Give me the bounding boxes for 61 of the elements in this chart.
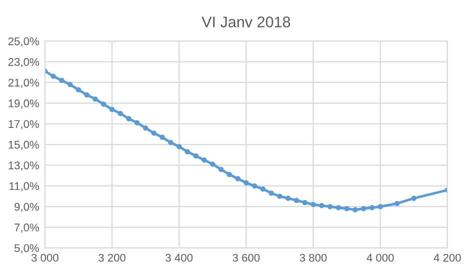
point xyxy=(184,149,190,154)
y-tick-label: 19,0% xyxy=(8,99,39,109)
point xyxy=(302,200,308,206)
y-tick-label: 7,0% xyxy=(14,224,39,233)
y-tick-label: 13,0% xyxy=(8,161,39,171)
point xyxy=(336,204,342,210)
point xyxy=(151,130,157,136)
point xyxy=(210,162,216,167)
point xyxy=(76,87,82,92)
point xyxy=(84,92,90,98)
point xyxy=(176,144,182,150)
point xyxy=(160,134,165,140)
point xyxy=(100,102,106,107)
point xyxy=(142,125,148,131)
point xyxy=(344,206,350,212)
point xyxy=(277,194,282,199)
point xyxy=(126,116,132,122)
y-tick-label: 15,0% xyxy=(8,140,39,150)
point xyxy=(260,186,266,192)
y-tick-label: 17,0% xyxy=(8,120,39,130)
point xyxy=(218,166,224,172)
x-tick-label: 3 400 xyxy=(166,254,193,262)
point xyxy=(318,202,324,208)
point xyxy=(109,106,115,112)
point xyxy=(252,183,258,189)
y-tick-label: 23,0% xyxy=(8,58,39,68)
point xyxy=(235,176,240,182)
point xyxy=(310,202,316,208)
x-tick-label: 4 200 xyxy=(434,254,461,262)
x-tick-label: 3 600 xyxy=(232,254,260,262)
x-tick-label: 3 800 xyxy=(300,254,327,262)
point xyxy=(202,157,207,163)
point xyxy=(50,74,56,79)
y-tick-label: 9,0% xyxy=(14,202,39,212)
x-tick-label: 3 200 xyxy=(98,254,126,262)
y-tick-label: 21,0% xyxy=(8,78,39,88)
y-tick-label: 11,0% xyxy=(10,182,39,192)
point xyxy=(67,82,73,88)
point xyxy=(294,198,300,204)
point xyxy=(369,204,375,210)
point xyxy=(411,196,417,201)
point xyxy=(118,110,124,116)
point xyxy=(327,204,333,210)
point xyxy=(268,190,274,196)
x-tick-label: 4 000 xyxy=(366,254,394,262)
point xyxy=(285,196,291,201)
point xyxy=(394,200,400,206)
point xyxy=(244,180,249,186)
point xyxy=(352,207,358,212)
point xyxy=(193,153,198,159)
y-tick-label: 25,0% xyxy=(8,37,39,47)
point xyxy=(92,96,98,102)
point xyxy=(59,78,64,84)
x-tick-label: 3 000 xyxy=(31,254,58,262)
point xyxy=(134,120,140,126)
y-tick-label: 5,0% xyxy=(14,244,39,254)
point xyxy=(360,206,366,212)
point xyxy=(378,204,383,210)
chart-title: VI Janv 2018 xyxy=(202,16,290,28)
point xyxy=(226,172,232,178)
point xyxy=(168,140,174,146)
